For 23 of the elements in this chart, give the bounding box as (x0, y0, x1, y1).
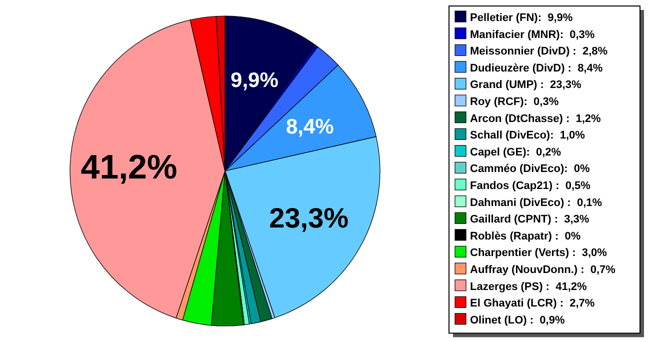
legend-label: Camméo (DivEco): 0% (470, 163, 590, 176)
legend-label: Fandos (Cap21) : 0,5% (470, 180, 591, 192)
legend-label: El Ghayati (LCR) : 2,7% (470, 298, 595, 310)
legend-label: Grand (UMP) : 23,3% (470, 79, 582, 92)
data-label: 9,9% (230, 68, 279, 92)
legend-label: Roy (RCF): 0,3% (470, 96, 559, 108)
legend-label: Meissonnier (DivD) : 2,8% (470, 46, 608, 58)
legend-label: Gaillard (CPNT) : 3,3% (470, 214, 590, 226)
data-label: 41,2% (80, 148, 178, 186)
legend-label: Lazerges (PS) : 41,2% (470, 280, 587, 293)
legend-label: Auffray (NouvDonn.) : 0,7% (470, 264, 616, 276)
legend-label: Dahmani (DivEco) : 0,1% (470, 196, 602, 209)
legend-label: Manifacier (MNR): 0,3% (470, 28, 595, 41)
legend-label: Charpentier (Verts) : 3,0% (470, 247, 608, 260)
legend-label: Schall (DivEco): 1,0% (470, 130, 586, 142)
data-label: 23,3% (269, 202, 349, 234)
legend-label: Dudieuzère (DivD) : 8,4% (470, 62, 603, 74)
legend-label: Olinet (LO) : 0,9% (470, 314, 565, 326)
legend-label: Roblès (Rapatr) : 0% (470, 230, 581, 242)
legend-label: Capel (GE): 0,2% (470, 146, 562, 158)
legend-label: Arcon (DtChasse) : 1,2% (470, 112, 602, 125)
legend-label: Pelletier (FN): 9,9% (470, 12, 573, 24)
data-label: 8,4% (286, 115, 334, 138)
